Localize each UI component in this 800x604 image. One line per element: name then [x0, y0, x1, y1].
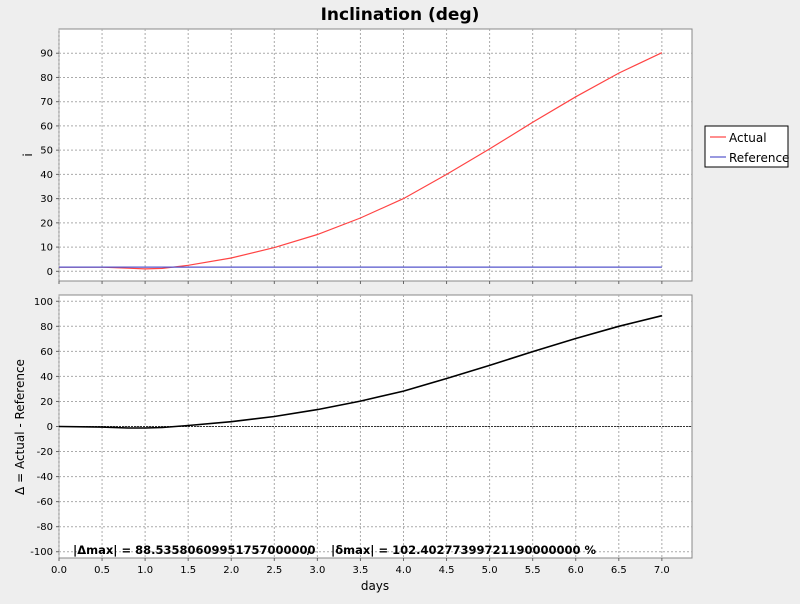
- top-y-tick-label: 70: [40, 97, 53, 108]
- top-y-tick-label: 0: [47, 267, 53, 278]
- x-tick-label: 6.5: [611, 565, 627, 576]
- x-tick-label: 6.0: [568, 565, 584, 576]
- x-tick-label: 4.0: [396, 565, 412, 576]
- top-y-tick-label: 90: [40, 49, 53, 60]
- delta-max-text: |Δmax| = 88.53580609951757000000: [73, 543, 316, 557]
- x-tick-label: 0.0: [51, 565, 67, 576]
- x-tick-label: 5.5: [525, 565, 541, 576]
- x-tick-label: 3.0: [309, 565, 325, 576]
- chart-title: Inclination (deg): [321, 5, 480, 25]
- bottom-y-tick-label: 0: [47, 422, 53, 433]
- x-tick-label: 0.5: [94, 565, 110, 576]
- x-tick-label: 4.5: [439, 565, 455, 576]
- x-tick-label: 5.0: [482, 565, 498, 576]
- bottom-delta-series-line: [58, 314, 663, 429]
- bottom-y-tick-label: -40: [37, 472, 53, 483]
- legend-label-reference: Reference: [729, 151, 789, 165]
- bottom-y-tick-label: -60: [37, 497, 53, 508]
- actual-series-line: [59, 52, 663, 270]
- top-y-tick-label: 60: [40, 121, 53, 132]
- top-y-tick-label: 50: [40, 146, 53, 157]
- x-tick-label: 3.5: [352, 565, 368, 576]
- legend-label-actual: Actual: [729, 131, 767, 145]
- delta-annotation: |Δmax| = 88.53580609951757000000 / |δmax…: [73, 543, 597, 557]
- top-y-tick-label: 20: [40, 218, 53, 229]
- x-tick-label: 2.5: [266, 565, 282, 576]
- x-tick-label: 1.0: [137, 565, 153, 576]
- bottom-y-tick-label: 60: [40, 347, 53, 358]
- top-y-tick-label: 80: [40, 73, 53, 84]
- top-plot-panel: 0 10 20 30 40 50 60 70 80 90: [40, 28, 693, 284]
- legend: Actual Reference: [704, 125, 789, 168]
- bottom-y-tick-label: -80: [37, 522, 53, 533]
- x-tick-label: 2.0: [223, 565, 239, 576]
- top-plot-area: [58, 28, 693, 282]
- pct-max-text: |δmax| = 102.40277399721190000000 %: [331, 543, 597, 557]
- bottom-y-tick-label: 20: [40, 397, 53, 408]
- bottom-y-axis-label: Δ = Actual - Reference: [13, 359, 27, 495]
- top-y-axis-label: i: [21, 153, 35, 156]
- bottom-y-tick-label: 80: [40, 322, 53, 333]
- x-tick-label: 7.0: [654, 565, 670, 576]
- top-y-tick-label: 10: [40, 243, 53, 254]
- annotation-separator: /: [307, 543, 312, 557]
- x-axis-label: days: [361, 579, 389, 593]
- bottom-y-tick-label: 40: [40, 372, 53, 383]
- top-y-tick-label: 30: [40, 194, 53, 205]
- bottom-plot-panel: 0.0 0.5 1.0 1.5 2.0 2.5 3.0 3.5 4.0 4.5 5.0 5.5 6.0 6…: [30, 294, 693, 576]
- bottom-y-tick-label: -100: [30, 547, 53, 558]
- x-tick-label: 1.5: [180, 565, 196, 576]
- bottom-y-tick-label: -20: [37, 447, 53, 458]
- bottom-y-tick-label: 100: [34, 297, 53, 308]
- top-y-tick-label: 40: [40, 170, 53, 181]
